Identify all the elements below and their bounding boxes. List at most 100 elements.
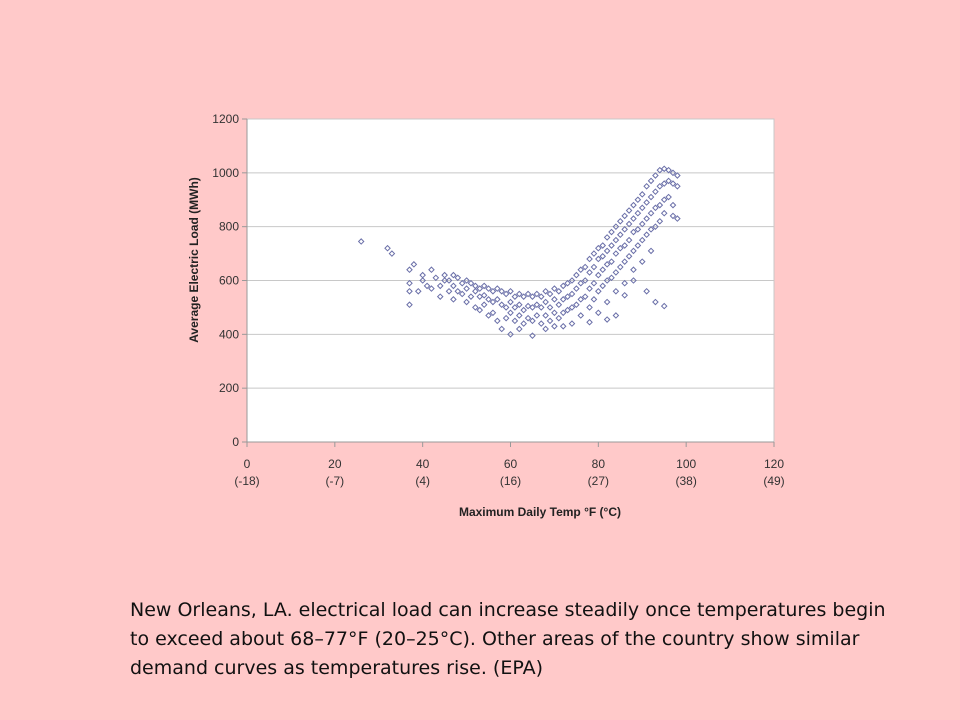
data-point bbox=[643, 182, 650, 190]
data-point bbox=[634, 242, 642, 249]
data-point bbox=[494, 317, 501, 325]
data-point bbox=[529, 293, 536, 300]
data-point bbox=[533, 290, 541, 298]
data-point bbox=[669, 180, 677, 187]
data-point bbox=[489, 298, 497, 306]
tick-labels: 0 200 400 600 800 1000 1200 0 (-18) 20 (-7) 40 (4) 60… bbox=[212, 112, 784, 488]
data-point bbox=[515, 301, 523, 309]
data-point bbox=[472, 287, 479, 295]
data-point bbox=[590, 263, 598, 271]
data-point bbox=[638, 236, 646, 244]
data-point bbox=[485, 312, 492, 319]
data-point bbox=[480, 301, 488, 309]
data-point bbox=[458, 279, 466, 287]
data-point bbox=[476, 285, 484, 292]
data-point bbox=[551, 309, 558, 317]
data-point bbox=[599, 242, 607, 249]
data-point bbox=[463, 277, 470, 284]
data-point bbox=[625, 220, 633, 228]
data-point bbox=[423, 282, 431, 290]
y-tick-label: 200 bbox=[219, 381, 239, 395]
data-point bbox=[665, 166, 672, 174]
data-point bbox=[643, 215, 650, 222]
x-tick-label: 0 bbox=[244, 457, 251, 471]
data-point bbox=[638, 204, 646, 212]
data-point bbox=[507, 287, 514, 295]
data-point bbox=[568, 304, 576, 311]
data-point bbox=[467, 293, 475, 300]
data-point bbox=[384, 244, 391, 252]
data-point bbox=[612, 250, 620, 257]
data-point bbox=[507, 309, 514, 317]
data-point bbox=[669, 212, 677, 220]
data-point bbox=[616, 263, 624, 271]
data-point bbox=[485, 296, 492, 303]
x-tick-label: 20 bbox=[328, 457, 342, 471]
data-point bbox=[546, 290, 554, 298]
data-point bbox=[603, 234, 611, 241]
data-point bbox=[669, 169, 677, 177]
data-point bbox=[494, 285, 501, 292]
gridlines bbox=[247, 118, 774, 389]
y-axis-title: Average Electric Load (MWh) bbox=[187, 177, 201, 343]
data-point bbox=[529, 317, 536, 325]
data-point bbox=[498, 325, 506, 333]
data-point bbox=[595, 255, 602, 263]
data-point bbox=[665, 177, 672, 185]
data-point bbox=[603, 261, 611, 268]
data-point bbox=[647, 247, 655, 255]
data-point bbox=[555, 314, 563, 322]
data-point bbox=[551, 296, 558, 303]
data-point bbox=[647, 209, 655, 217]
x-tick-label: 100 bbox=[676, 457, 696, 471]
x-axis-title: Maximum Daily Temp °F (°C) bbox=[459, 505, 621, 519]
data-point bbox=[652, 172, 659, 179]
data-point bbox=[630, 266, 637, 274]
data-point bbox=[621, 291, 628, 299]
data-point bbox=[428, 285, 435, 292]
chart: 0 200 400 600 800 1000 1200 0 (-18) 20 (-7) 40 (4) 60… bbox=[187, 112, 785, 519]
data-point bbox=[643, 199, 650, 206]
data-point bbox=[480, 291, 488, 299]
data-point bbox=[599, 282, 607, 290]
data-point bbox=[595, 244, 602, 252]
data-point bbox=[647, 177, 655, 185]
data-point bbox=[573, 285, 580, 292]
data-point bbox=[551, 322, 558, 330]
x-tick-sublabel: (16) bbox=[500, 474, 521, 488]
data-point bbox=[520, 306, 527, 314]
data-point bbox=[573, 301, 580, 309]
x-tick-sublabel: (38) bbox=[675, 474, 696, 488]
data-point bbox=[621, 212, 628, 220]
data-point bbox=[511, 293, 519, 300]
data-point bbox=[656, 182, 664, 190]
data-point bbox=[406, 301, 413, 309]
data-point bbox=[634, 209, 642, 217]
data-point bbox=[660, 196, 668, 204]
data-point bbox=[524, 290, 532, 298]
data-point bbox=[586, 255, 593, 263]
data-point bbox=[638, 258, 646, 265]
data-point bbox=[643, 231, 650, 239]
data-point bbox=[406, 266, 413, 274]
data-point bbox=[630, 228, 637, 236]
data-point bbox=[643, 287, 650, 295]
data-point bbox=[665, 193, 672, 201]
data-point bbox=[634, 196, 642, 204]
data-point bbox=[616, 217, 624, 225]
data-point bbox=[595, 271, 602, 279]
data-point bbox=[669, 201, 677, 209]
data-point bbox=[590, 279, 598, 287]
data-point bbox=[537, 293, 545, 300]
data-point bbox=[537, 304, 545, 311]
data-point bbox=[542, 312, 549, 319]
data-point bbox=[608, 274, 615, 282]
data-point bbox=[450, 271, 457, 279]
data-point bbox=[463, 285, 470, 292]
data-point bbox=[502, 290, 510, 298]
data-point bbox=[599, 266, 607, 274]
data-points bbox=[357, 165, 681, 339]
data-point bbox=[406, 279, 413, 287]
data-point bbox=[515, 290, 523, 298]
data-point bbox=[660, 165, 668, 173]
